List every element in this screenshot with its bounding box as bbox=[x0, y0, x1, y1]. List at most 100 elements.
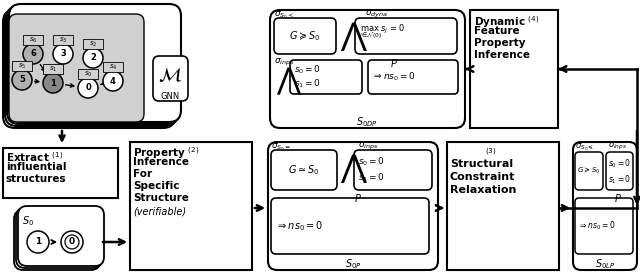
FancyBboxPatch shape bbox=[290, 60, 362, 94]
Circle shape bbox=[83, 48, 103, 68]
Text: 0: 0 bbox=[85, 84, 91, 92]
Text: $\sigma_{S_0{\prec}}$: $\sigma_{S_0{\prec}}$ bbox=[274, 9, 294, 20]
FancyBboxPatch shape bbox=[271, 198, 429, 254]
Circle shape bbox=[23, 44, 43, 64]
Text: $s_0 = 0$: $s_0 = 0$ bbox=[358, 155, 385, 168]
Text: $S_{0LP}$: $S_{0LP}$ bbox=[595, 257, 615, 271]
Text: Structural: Structural bbox=[450, 159, 513, 169]
Text: $s_1 = 0$: $s_1 = 0$ bbox=[294, 78, 321, 91]
Text: Structure: Structure bbox=[133, 193, 189, 203]
Text: structures: structures bbox=[6, 174, 67, 184]
Text: $s_2$: $s_2$ bbox=[89, 39, 97, 49]
Text: Inference: Inference bbox=[474, 50, 530, 60]
FancyBboxPatch shape bbox=[606, 152, 633, 190]
FancyBboxPatch shape bbox=[575, 152, 603, 190]
Text: $S_{0DP}$: $S_{0DP}$ bbox=[356, 115, 378, 129]
FancyBboxPatch shape bbox=[274, 18, 336, 54]
Text: $\sigma_{inps}$: $\sigma_{inps}$ bbox=[274, 57, 294, 68]
Bar bbox=[83, 39, 103, 49]
Text: $^{(3)}$: $^{(3)}$ bbox=[485, 149, 497, 159]
FancyBboxPatch shape bbox=[271, 150, 337, 190]
Text: $s_0 = 0$: $s_0 = 0$ bbox=[608, 157, 631, 169]
FancyBboxPatch shape bbox=[270, 10, 465, 128]
FancyBboxPatch shape bbox=[9, 14, 144, 122]
Circle shape bbox=[43, 73, 63, 93]
FancyBboxPatch shape bbox=[355, 18, 457, 54]
Text: Dataset $\mathcal{D}$: Dataset $\mathcal{D}$ bbox=[65, 115, 115, 127]
Text: $G \succeq S_0$: $G \succeq S_0$ bbox=[577, 166, 601, 176]
Text: Constraint: Constraint bbox=[450, 172, 515, 182]
FancyBboxPatch shape bbox=[153, 56, 188, 101]
Text: 3: 3 bbox=[60, 49, 66, 59]
Text: Feature: Feature bbox=[474, 26, 520, 36]
Text: 6: 6 bbox=[30, 49, 36, 59]
Text: $\sigma_{inps}$: $\sigma_{inps}$ bbox=[358, 141, 379, 152]
Text: $P$: $P$ bbox=[354, 192, 362, 204]
Text: 4: 4 bbox=[110, 76, 116, 86]
Text: $\max_{j \in \mathcal{N}(0)} s_j = 0$: $\max_{j \in \mathcal{N}(0)} s_j = 0$ bbox=[359, 23, 405, 41]
FancyBboxPatch shape bbox=[368, 60, 458, 94]
Text: $s_5$: $s_5$ bbox=[18, 61, 26, 71]
FancyBboxPatch shape bbox=[9, 4, 181, 122]
Bar bbox=[103, 62, 123, 72]
Text: Inference: Inference bbox=[133, 157, 189, 167]
Text: 0: 0 bbox=[69, 238, 75, 246]
FancyBboxPatch shape bbox=[354, 150, 432, 190]
Text: For: For bbox=[133, 169, 152, 179]
Text: $\sigma_{S_0{\simeq}}$: $\sigma_{S_0{\simeq}}$ bbox=[271, 141, 292, 153]
Bar bbox=[470, 10, 558, 128]
Text: Extract $^{(1)}$: Extract $^{(1)}$ bbox=[6, 150, 63, 164]
FancyBboxPatch shape bbox=[3, 10, 175, 128]
FancyBboxPatch shape bbox=[16, 208, 102, 268]
Text: influential: influential bbox=[6, 162, 67, 172]
Circle shape bbox=[78, 78, 98, 98]
FancyBboxPatch shape bbox=[14, 210, 100, 270]
Text: (verifiable): (verifiable) bbox=[133, 207, 186, 217]
Text: $\mathcal{M}$: $\mathcal{M}$ bbox=[158, 67, 182, 86]
Text: $s_4$: $s_4$ bbox=[109, 62, 117, 71]
Text: $s_1 = 0$: $s_1 = 0$ bbox=[608, 173, 631, 185]
Text: GNN: GNN bbox=[161, 92, 180, 101]
Text: 1: 1 bbox=[35, 238, 41, 246]
Text: $s_0$: $s_0$ bbox=[84, 69, 92, 79]
FancyBboxPatch shape bbox=[5, 8, 177, 126]
Circle shape bbox=[61, 231, 83, 253]
Bar bbox=[447, 142, 559, 270]
Text: $G \simeq S_0$: $G \simeq S_0$ bbox=[288, 163, 320, 177]
Text: $\bigwedge$: $\bigwedge$ bbox=[340, 20, 368, 53]
Text: $s_1 = 0$: $s_1 = 0$ bbox=[358, 171, 385, 184]
Text: Property: Property bbox=[474, 38, 525, 48]
Text: $S_0$: $S_0$ bbox=[22, 214, 34, 228]
Text: $s_0 = 0$: $s_0 = 0$ bbox=[294, 64, 321, 76]
Text: $s_3$: $s_3$ bbox=[59, 35, 67, 45]
Circle shape bbox=[27, 231, 49, 253]
Circle shape bbox=[12, 70, 32, 90]
Text: 5: 5 bbox=[19, 76, 25, 84]
FancyBboxPatch shape bbox=[18, 206, 104, 266]
Text: $\sigma_{inps}$: $\sigma_{inps}$ bbox=[608, 141, 627, 152]
Text: $\Rightarrow ns_0 = 0$: $\Rightarrow ns_0 = 0$ bbox=[276, 219, 323, 233]
Text: $\sigma_{dyna}$: $\sigma_{dyna}$ bbox=[365, 9, 388, 20]
Bar bbox=[78, 69, 98, 79]
Text: Property $^{(2)}$: Property $^{(2)}$ bbox=[133, 145, 200, 161]
Bar bbox=[23, 35, 43, 45]
Text: $S_{0P}$: $S_{0P}$ bbox=[345, 257, 362, 271]
Bar bbox=[3, 148, 118, 198]
Circle shape bbox=[53, 44, 73, 64]
Text: $P$: $P$ bbox=[614, 192, 622, 204]
Circle shape bbox=[65, 235, 79, 249]
FancyBboxPatch shape bbox=[268, 142, 438, 270]
Text: $\bigwedge$: $\bigwedge$ bbox=[340, 152, 368, 185]
Bar bbox=[130, 142, 252, 270]
Text: $\bigwedge$: $\bigwedge$ bbox=[276, 66, 302, 97]
Text: Relaxation: Relaxation bbox=[450, 185, 516, 195]
Text: Specific: Specific bbox=[133, 181, 179, 191]
Text: $P$: $P$ bbox=[390, 57, 398, 69]
Text: $\sigma_{S_0{\preceq}}$: $\sigma_{S_0{\preceq}}$ bbox=[575, 141, 595, 153]
Text: $\Rightarrow ns_0 = 0$: $\Rightarrow ns_0 = 0$ bbox=[578, 220, 616, 232]
Bar bbox=[12, 61, 32, 71]
FancyBboxPatch shape bbox=[575, 198, 633, 254]
Text: $s_1$: $s_1$ bbox=[49, 64, 57, 74]
Text: $\Rightarrow ns_0 = 0$: $\Rightarrow ns_0 = 0$ bbox=[372, 71, 416, 83]
Text: $s_6$: $s_6$ bbox=[29, 35, 37, 45]
